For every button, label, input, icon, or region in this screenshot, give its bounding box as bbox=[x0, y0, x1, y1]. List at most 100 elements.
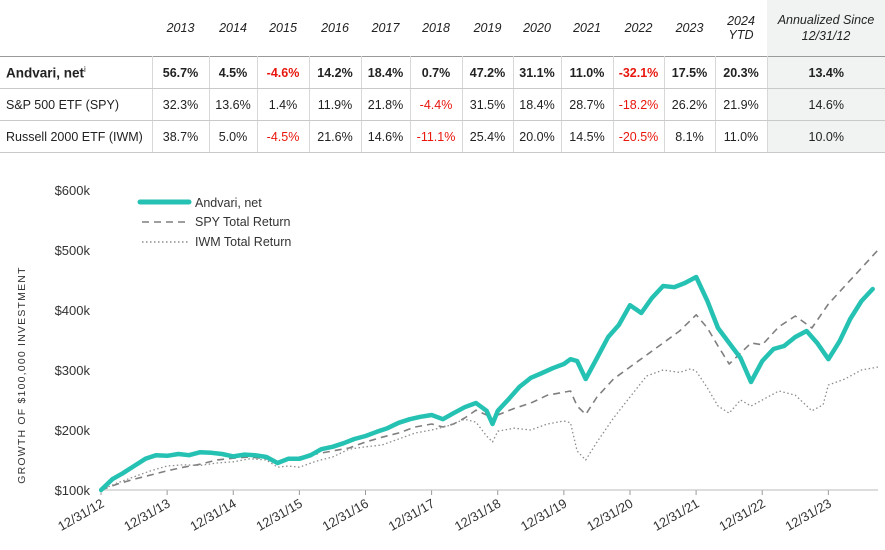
y-tick-label: $500k bbox=[55, 243, 91, 258]
year-header: 2020 bbox=[523, 21, 551, 35]
return-cell: 11.9% bbox=[309, 88, 362, 121]
x-tick-label: 12/31/13 bbox=[121, 496, 172, 534]
return-cell: -4.6% bbox=[257, 56, 310, 89]
y-tick-label: $100k bbox=[55, 483, 91, 498]
table-body: Andvari, neti 56.7% 4.5% -4.6% 14.2% 18.4% 0.7… bbox=[0, 56, 885, 153]
y-tick-label: $400k bbox=[55, 303, 91, 318]
year-header: 2013 bbox=[166, 21, 195, 35]
year-header: 2014 bbox=[219, 21, 247, 35]
return-cell: -4.5% bbox=[257, 120, 310, 153]
returns-grid: 2013 2014 2015 2016 2017 2018 2019 2020 … bbox=[0, 0, 885, 153]
year-header: 2015 bbox=[269, 21, 297, 35]
ytd-header: 2024 YTD bbox=[715, 0, 767, 57]
series-lines bbox=[98, 249, 879, 493]
return-cell: -4.4% bbox=[410, 88, 463, 121]
row-name-label: Russell 2000 ETF (IWM) bbox=[6, 129, 143, 144]
table-row: Russell 2000 ETF (IWM) 38.7% 5.0% -4.5% 21.6… bbox=[0, 120, 885, 153]
return-cell: 56.7% bbox=[152, 56, 210, 89]
return-cell: 20.0% bbox=[513, 120, 562, 153]
return-cell: 47.2% bbox=[462, 56, 514, 89]
return-cell: 28.7% bbox=[561, 88, 614, 121]
year-header: 2022 bbox=[624, 21, 653, 35]
year-header: 2021 bbox=[573, 21, 601, 35]
x-tick-label: 12/31/15 bbox=[254, 496, 305, 534]
x-axis: 12/31/12 12/31/13 12/31/14 12/31/15 12/31/16… bbox=[55, 490, 834, 534]
annualized-cell: 10.0% bbox=[767, 120, 885, 153]
year-header: 2018 bbox=[422, 21, 450, 35]
return-cell: -32.1% bbox=[613, 56, 665, 89]
annualized-cell: 14.6% bbox=[767, 88, 885, 121]
return-cell: 21.9% bbox=[715, 88, 768, 121]
return-cell: 5.0% bbox=[209, 120, 258, 153]
return-cell: 18.4% bbox=[361, 56, 411, 89]
header-row: 2013 2014 2015 2016 2017 2018 2019 2020 … bbox=[0, 0, 885, 57]
y-axis-title: GROWTH OF $100,000 INVESTMENT bbox=[16, 266, 28, 483]
header-blank bbox=[0, 0, 152, 57]
return-cell: -18.2% bbox=[613, 88, 665, 121]
ytd-header-year: 2024 bbox=[727, 14, 755, 28]
return-cell: 21.6% bbox=[309, 120, 362, 153]
series-line-andvari bbox=[98, 274, 875, 493]
return-cell: 14.6% bbox=[361, 120, 411, 153]
return-cell: 14.5% bbox=[561, 120, 614, 153]
annualized-header-label: Annualized Since bbox=[777, 13, 875, 27]
x-tick-label: 12/31/18 bbox=[452, 496, 503, 534]
return-cell: 38.7% bbox=[152, 120, 210, 153]
row-name-label: Andvari, net bbox=[6, 65, 85, 81]
x-tick-label: 12/31/12 bbox=[55, 496, 106, 534]
return-cell: 13.6% bbox=[209, 88, 258, 121]
y-tick-label: $600k bbox=[55, 183, 91, 198]
x-tick-label: 12/31/23 bbox=[783, 496, 834, 534]
return-cell: 32.3% bbox=[152, 88, 210, 121]
return-cell: 4.5% bbox=[209, 56, 258, 89]
row-name: S&P 500 ETF (SPY) bbox=[0, 88, 153, 121]
legend-label-iwm: IWM Total Return bbox=[195, 235, 291, 249]
legend-label-andvari: Andvari, net bbox=[195, 196, 262, 210]
returns-table: 2013 2014 2015 2016 2017 2018 2019 2020 … bbox=[0, 0, 885, 160]
x-tick-label: 12/31/22 bbox=[716, 496, 767, 534]
legend-label-spy: SPY Total Return bbox=[195, 215, 290, 229]
x-tick-label: 12/31/16 bbox=[320, 496, 371, 534]
return-cell: 21.8% bbox=[361, 88, 411, 121]
y-axis-label: GROWTH OF $100,000 INVESTMENT bbox=[16, 266, 28, 483]
y-axis: $100k $200k $300k $400k $500k $600k bbox=[55, 183, 91, 498]
x-tick-label: 12/31/14 bbox=[187, 496, 238, 534]
year-header: 2019 bbox=[473, 21, 502, 35]
growth-chart: GROWTH OF $100,000 INVESTMENT $100k $200k… bbox=[16, 183, 879, 534]
return-cell: 11.0% bbox=[561, 56, 614, 89]
row-name-label: S&P 500 ETF (SPY) bbox=[6, 97, 120, 112]
table-row: S&P 500 ETF (SPY) 32.3% 13.6% 1.4% 11.9% 21.8… bbox=[0, 88, 885, 121]
annualized-header-date: 12/31/12 bbox=[801, 29, 851, 43]
annualized-header: Annualized Since 12/31/12 bbox=[767, 0, 885, 57]
return-cell: 14.2% bbox=[309, 56, 362, 89]
year-header: 2016 bbox=[321, 21, 349, 35]
return-cell: 26.2% bbox=[664, 88, 716, 121]
return-cell: 18.4% bbox=[513, 88, 562, 121]
footnote-marker: i bbox=[84, 64, 86, 74]
x-tick-label: 12/31/20 bbox=[584, 496, 635, 534]
year-header: 2017 bbox=[371, 21, 400, 35]
annualized-cell: 13.4% bbox=[767, 56, 885, 89]
return-cell: 20.3% bbox=[715, 56, 768, 89]
legend: Andvari, net SPY Total Return IWM Total … bbox=[137, 196, 291, 249]
return-cell: 8.1% bbox=[664, 120, 716, 153]
return-cell: 25.4% bbox=[462, 120, 514, 153]
return-cell: 1.4% bbox=[257, 88, 310, 121]
return-cell: 11.0% bbox=[715, 120, 768, 153]
x-tick-label: 12/31/19 bbox=[518, 496, 569, 534]
table-row: Andvari, neti 56.7% 4.5% -4.6% 14.2% 18.4% 0.7… bbox=[0, 56, 885, 89]
return-cell: 31.1% bbox=[513, 56, 562, 89]
return-cell: 0.7% bbox=[410, 56, 463, 89]
row-name: Russell 2000 ETF (IWM) bbox=[0, 120, 153, 153]
y-tick-label: $300k bbox=[55, 363, 91, 378]
row-name: Andvari, neti bbox=[0, 56, 153, 89]
x-tick-label: 12/31/21 bbox=[650, 496, 701, 534]
y-tick-label: $200k bbox=[55, 423, 91, 438]
return-cell: -20.5% bbox=[613, 120, 665, 153]
year-header: 2023 bbox=[675, 21, 704, 35]
return-cell: 31.5% bbox=[462, 88, 514, 121]
return-cell: -11.1% bbox=[410, 120, 463, 153]
return-cell: 17.5% bbox=[664, 56, 716, 89]
ytd-header-label: YTD bbox=[728, 28, 754, 42]
series-line-iwm bbox=[100, 366, 879, 491]
